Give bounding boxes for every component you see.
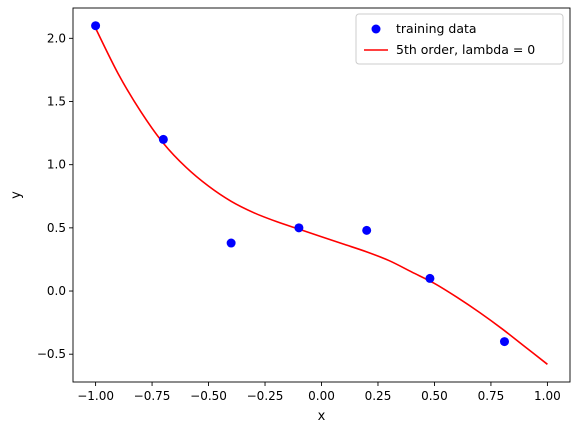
x-tick-label: 0.50 [421, 389, 448, 403]
data-point [425, 273, 435, 283]
data-point [362, 225, 372, 235]
x-tick-label: −0.50 [190, 389, 227, 403]
data-point [294, 223, 304, 233]
fit-line [94, 27, 548, 365]
data-point [158, 134, 168, 144]
y-tick-label: −0.5 [37, 347, 66, 361]
x-axis-label: x [318, 409, 326, 424]
legend: training data 5th order, lambda = 0 [355, 13, 564, 65]
x-tick-label: 0.75 [478, 389, 505, 403]
data-point [91, 21, 101, 31]
axes-frame [72, 7, 571, 383]
data-point [226, 238, 236, 248]
x-tick-label: −1.00 [77, 389, 114, 403]
plot-area [91, 21, 548, 365]
y-tick-label: 1.0 [47, 158, 66, 172]
legend-box [355, 13, 564, 65]
x-tick-label: 0.00 [308, 389, 335, 403]
legend-marker-training-data [371, 24, 381, 34]
x-tick-label: −0.25 [247, 389, 284, 403]
data-point [499, 337, 509, 347]
y-tick-label: 0.0 [47, 284, 66, 298]
y-tick-label: 0.5 [47, 221, 66, 235]
x-tick-label: 1.00 [534, 389, 561, 403]
legend-label-training-data: training data [396, 21, 477, 36]
y-axis-label: y [9, 191, 24, 199]
legend-label-fit: 5th order, lambda = 0 [396, 42, 535, 57]
x-tick-label: 0.25 [365, 389, 392, 403]
y-tick-label: 2.0 [47, 31, 66, 45]
y-axis-ticks: −0.5 0.0 0.5 1.0 1.5 2.0 [37, 31, 73, 361]
x-tick-label: −0.75 [134, 389, 171, 403]
y-tick-label: 1.5 [47, 95, 66, 109]
x-axis-ticks: −1.00 −0.75 −0.50 −0.25 0.00 0.25 0.50 0.75 1.00 [77, 382, 561, 403]
